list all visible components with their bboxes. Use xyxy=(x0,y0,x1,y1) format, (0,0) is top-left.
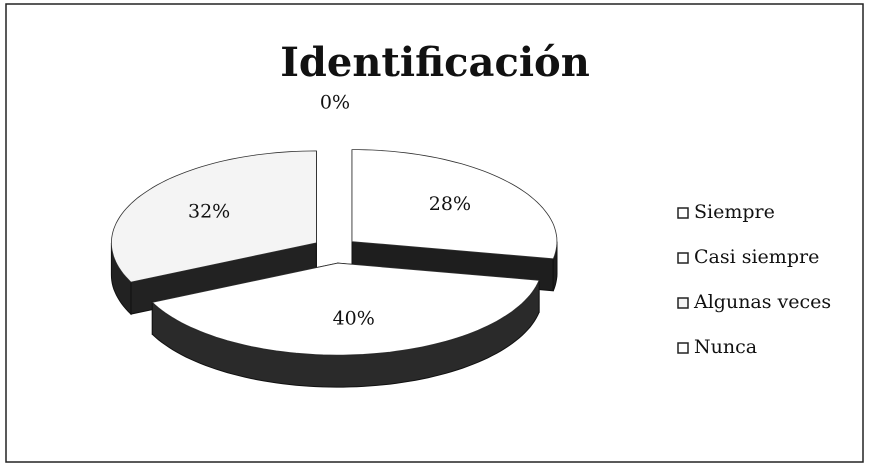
data-label: 0% xyxy=(320,91,350,113)
slice xyxy=(151,262,540,356)
slice xyxy=(110,150,317,283)
legend-swatch xyxy=(677,342,689,354)
data-label: 40% xyxy=(333,308,375,330)
pie: 28% 40% 32% 0% xyxy=(110,91,558,388)
data-label: 32% xyxy=(188,200,230,222)
legend-label: Siempre xyxy=(694,201,775,223)
legend-swatch xyxy=(677,207,689,219)
slice xyxy=(351,149,558,260)
chart-title: Identificación xyxy=(280,39,590,86)
legend-label: Algunas veces xyxy=(693,291,831,313)
legend-label: Casi siempre xyxy=(694,246,819,268)
legend-label: Nunca xyxy=(694,336,757,358)
legend-swatch xyxy=(677,252,689,264)
legend-swatch xyxy=(677,297,689,309)
data-label: 28% xyxy=(429,193,471,215)
legend: Siempre Casi siempre Algunas veces Nunca xyxy=(677,201,831,358)
